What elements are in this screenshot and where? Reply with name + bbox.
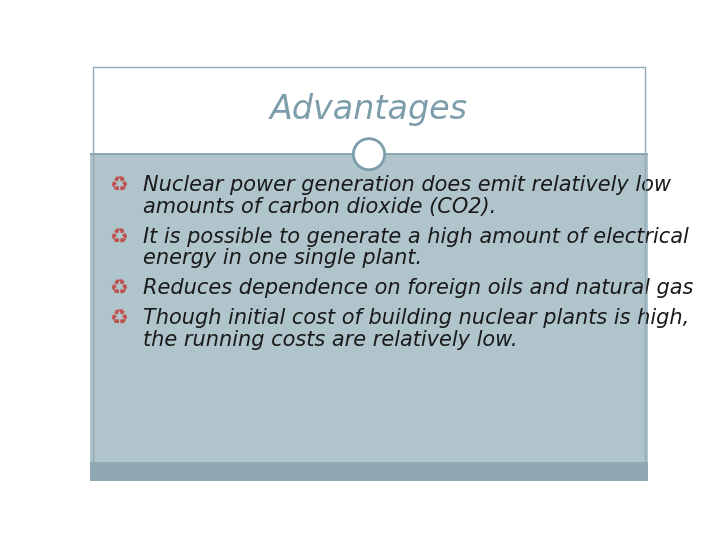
FancyBboxPatch shape: [90, 65, 648, 481]
Text: Nuclear power generation does emit relatively low: Nuclear power generation does emit relat…: [143, 175, 671, 195]
Ellipse shape: [354, 139, 384, 170]
Text: energy in one single plant.: energy in one single plant.: [143, 248, 422, 268]
Text: Advantages: Advantages: [270, 93, 468, 126]
Text: ♻: ♻: [109, 175, 128, 195]
Text: ♻: ♻: [109, 278, 128, 298]
FancyBboxPatch shape: [90, 462, 648, 481]
Text: Reduces dependence on foreign oils and natural gas: Reduces dependence on foreign oils and n…: [143, 278, 693, 298]
Text: Though initial cost of building nuclear plants is high,: Though initial cost of building nuclear …: [143, 308, 689, 328]
Text: the running costs are relatively low.: the running costs are relatively low.: [143, 329, 518, 350]
Text: amounts of carbon dioxide (CO2).: amounts of carbon dioxide (CO2).: [143, 197, 496, 217]
Text: It is possible to generate a high amount of electrical: It is possible to generate a high amount…: [143, 227, 689, 247]
FancyBboxPatch shape: [90, 154, 648, 462]
Text: ♻: ♻: [109, 227, 128, 247]
Text: ♻: ♻: [109, 308, 128, 328]
